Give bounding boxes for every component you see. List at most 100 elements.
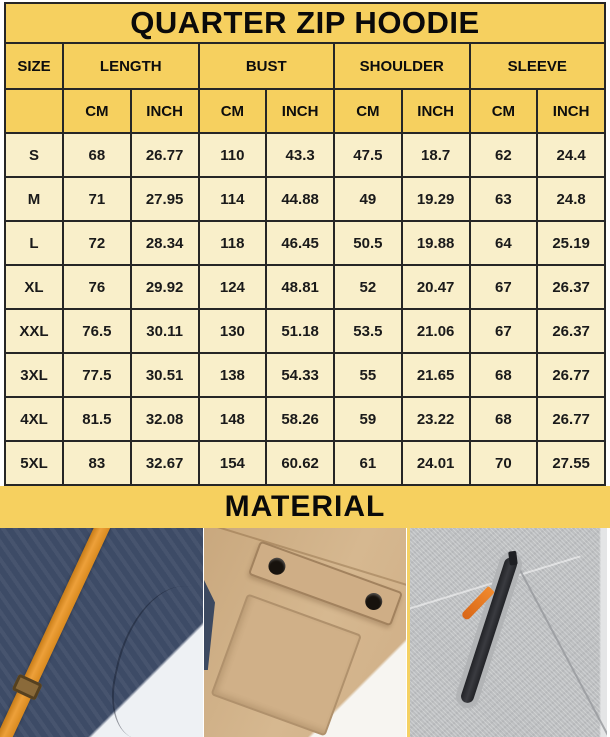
value-cell: 58.26: [265, 396, 335, 442]
value-cell: 18.7: [400, 132, 471, 178]
material-heading-band: MATERIAL: [0, 486, 610, 528]
col-header-length: LENGTH: [62, 42, 200, 90]
col-header-sleeve: SLEEVE: [468, 42, 606, 90]
material-photos-strip: [0, 528, 610, 737]
value-cell: 27.55: [536, 440, 606, 486]
value-cell: 54.33: [265, 352, 335, 398]
photo-khaki-snap-pocket: [204, 528, 406, 737]
value-cell: 26.77: [129, 132, 200, 178]
value-cell: 28.34: [129, 220, 200, 266]
value-cell: 62: [468, 132, 539, 178]
value-cell: 67: [468, 264, 539, 310]
value-cell: 32.67: [129, 440, 200, 486]
table-row-xxl: XXL 76.5 30.11 130 51.18 53.5 21.06 67 2…: [4, 308, 606, 354]
value-cell: 26.77: [536, 396, 606, 442]
value-cell: 77.5: [62, 352, 132, 398]
table-row-s: S 68 26.77 110 43.3 47.5 18.7 62 24.4: [4, 132, 606, 178]
value-cell: 70: [468, 440, 539, 486]
value-cell: 46.45: [265, 220, 335, 266]
value-cell: 64: [468, 220, 539, 266]
value-cell: 63: [468, 176, 539, 222]
value-cell: 138: [197, 352, 268, 398]
size-cell: 4XL: [4, 396, 64, 442]
value-cell: 27.95: [129, 176, 200, 222]
cargo-pocket: [209, 540, 404, 737]
value-cell: 72: [62, 220, 132, 266]
value-cell: 24.4: [536, 132, 606, 178]
seam-line-lower: [514, 560, 607, 737]
unit-header-row: CM INCH CM INCH CM INCH CM INCH: [4, 88, 606, 134]
value-cell: 21.06: [400, 308, 471, 354]
snap-button-right: [362, 590, 385, 613]
col-header-shoulder: SHOULDER: [333, 42, 471, 90]
value-cell: 24.8: [536, 176, 606, 222]
value-cell: 118: [197, 220, 268, 266]
value-cell: 68: [468, 396, 539, 442]
unit-header-bust-inch: INCH: [265, 88, 335, 134]
value-cell: 52: [333, 264, 403, 310]
photo-gray-fleece-zip-pocket: [407, 528, 607, 737]
size-cell: L: [4, 220, 64, 266]
unit-header-length-inch: INCH: [129, 88, 200, 134]
snap-button-left: [266, 555, 288, 578]
value-cell: 76.5: [62, 308, 132, 354]
navy-fabric-edge: [204, 580, 215, 670]
size-cell: 3XL: [4, 352, 64, 398]
orange-drawstring: [0, 528, 115, 737]
col-header-size: SIZE: [4, 42, 64, 90]
value-cell: 124: [197, 264, 268, 310]
value-cell: 68: [468, 352, 539, 398]
value-cell: 81.5: [62, 396, 132, 442]
size-cell: S: [4, 132, 64, 178]
value-cell: 67: [468, 308, 539, 354]
material-heading: MATERIAL: [224, 490, 386, 523]
value-cell: 61: [333, 440, 403, 486]
size-cell: XXL: [4, 308, 64, 354]
title-row: QUARTER ZIP HOODIE: [4, 2, 606, 44]
value-cell: 53.5: [333, 308, 403, 354]
unit-header-empty: [4, 88, 64, 134]
value-cell: 154: [197, 440, 268, 486]
value-cell: 110: [197, 132, 268, 178]
value-cell: 49: [333, 176, 403, 222]
value-cell: 76: [62, 264, 132, 310]
value-cell: 55: [333, 352, 403, 398]
value-cell: 83: [62, 440, 132, 486]
value-cell: 29.92: [129, 264, 200, 310]
table-row-5xl: 5XL 83 32.67 154 60.62 61 24.01 70 27.55: [4, 440, 606, 486]
value-cell: 71: [62, 176, 132, 222]
value-cell: 50.5: [333, 220, 403, 266]
zipper-top-tab: [508, 550, 518, 566]
value-cell: 47.5: [333, 132, 403, 178]
value-cell: 20.47: [400, 264, 471, 310]
page-title: QUARTER ZIP HOODIE: [4, 2, 606, 44]
drawstring-buckle: [11, 673, 43, 701]
unit-header-sleeve-inch: INCH: [536, 88, 606, 134]
size-cell: XL: [4, 264, 64, 310]
photo-navy-fleece-orange-drawstring: [0, 528, 203, 737]
size-cell: M: [4, 176, 64, 222]
table-row-xl: XL 76 29.92 124 48.81 52 20.47 67 26.37: [4, 264, 606, 310]
value-cell: 26.37: [536, 308, 606, 354]
value-cell: 60.62: [265, 440, 335, 486]
value-cell: 130: [197, 308, 268, 354]
value-cell: 24.01: [400, 440, 471, 486]
column-group-header-row: SIZE LENGTH BUST SHOULDER SLEEVE: [4, 42, 606, 90]
value-cell: 48.81: [265, 264, 335, 310]
value-cell: 25.19: [536, 220, 606, 266]
value-cell: 30.51: [129, 352, 200, 398]
value-cell: 21.65: [400, 352, 471, 398]
value-cell: 114: [197, 176, 268, 222]
value-cell: 26.77: [536, 352, 606, 398]
table-row-m: M 71 27.95 114 44.88 49 19.29 63 24.8: [4, 176, 606, 222]
value-cell: 51.18: [265, 308, 335, 354]
value-cell: 68: [62, 132, 132, 178]
value-cell: 23.22: [400, 396, 471, 442]
size-cell: 5XL: [4, 440, 64, 486]
value-cell: 30.11: [129, 308, 200, 354]
value-cell: 44.88: [265, 176, 335, 222]
value-cell: 148: [197, 396, 268, 442]
col-header-bust: BUST: [197, 42, 335, 90]
zipper: [459, 550, 519, 705]
